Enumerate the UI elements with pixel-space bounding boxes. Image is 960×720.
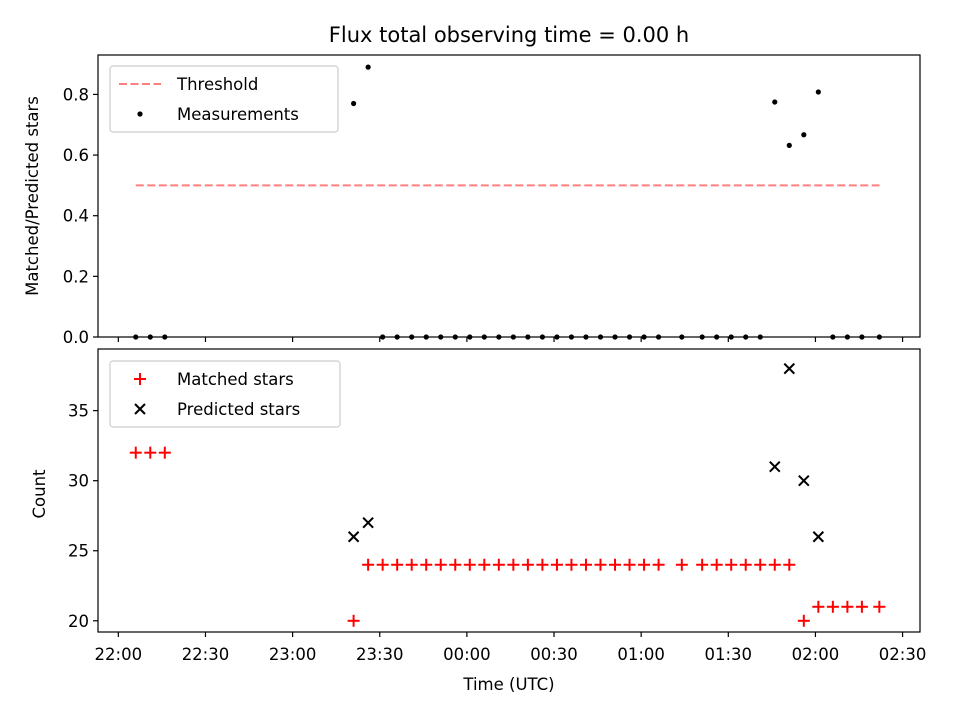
top-plot-frame	[97, 54, 921, 338]
measurements-legend-label: Measurements	[177, 105, 299, 124]
measurements-legend-icon	[137, 111, 143, 117]
matched-star-point	[725, 558, 738, 571]
matched-star-point	[873, 600, 886, 613]
matched-star-point	[362, 558, 375, 571]
matched-stars-legend-label: Matched stars	[177, 370, 294, 389]
bottom-x-tick-label: 00:00	[443, 645, 491, 664]
predicted-star-point	[347, 531, 360, 543]
matched-star-point	[710, 558, 723, 571]
predicted-stars-legend-label: Predicted stars	[177, 400, 300, 419]
matched-star-point	[579, 558, 592, 571]
matched-star-point	[783, 558, 796, 571]
matched-star-point	[638, 558, 651, 571]
matched-star-point	[391, 558, 404, 571]
matched-star-point	[144, 446, 157, 459]
matched-star-point	[521, 558, 534, 571]
top-legend-box	[109, 65, 339, 133]
predicted-star-point	[798, 474, 810, 487]
top-y-tick-label: 0.4	[63, 207, 89, 226]
top-plot-title: Flux total observing time = 0.00 h	[329, 23, 689, 47]
bottom-plot-y-axis-label: Count	[30, 469, 49, 519]
bottom-x-tick-label: 22:00	[95, 645, 143, 664]
matched-star-point	[434, 558, 447, 571]
matched-star-point	[797, 614, 810, 627]
bottom-x-tick-label: 22:30	[182, 645, 230, 664]
predicted-star-point	[362, 517, 374, 529]
bottom-x-tick-label: 02:00	[792, 645, 840, 664]
bottom-plot-frame	[97, 348, 921, 633]
top-plot-y-axis-label: Matched/Predicted stars	[23, 96, 42, 296]
matched-star-point	[739, 558, 752, 571]
bottom-plot-x-axis: 22:00 22:30 23:00 23:30 00:00 00:30 01:00 01:30…	[95, 632, 927, 664]
measurement-point	[786, 142, 792, 148]
matched-star-point	[855, 600, 868, 613]
matched-star-point	[347, 614, 360, 627]
top-plot-legend: Threshold Measurements	[109, 65, 339, 133]
bottom-x-tick-label: 23:30	[356, 645, 404, 664]
measurement-point	[365, 64, 371, 70]
matched-star-point	[376, 558, 389, 571]
predicted-star-point	[783, 362, 796, 375]
bottom-y-tick-label: 30	[68, 472, 89, 491]
predicted-star-point	[769, 460, 781, 473]
bottom-plot-marks	[129, 362, 886, 627]
matched-star-point	[565, 558, 578, 571]
matched-star-point	[768, 558, 781, 571]
matched-star-point	[826, 600, 839, 613]
matched-star-point	[492, 558, 505, 571]
predicted-stars-legend-icon	[134, 403, 146, 415]
bottom-x-tick-label: 01:00	[617, 645, 665, 664]
matched-star-point	[594, 558, 607, 571]
bottom-plot-x-axis-label: Time (UTC)	[462, 675, 554, 694]
top-plot-y-axis: 0.0 0.2 0.4 0.6 0.8	[63, 85, 98, 347]
matched-star-point	[623, 558, 636, 571]
matched-star-point	[609, 558, 622, 571]
bottom-plot: Count Time (UTC) 20 25 30 35 22:00 22:30 23:0…	[30, 348, 927, 694]
bottom-y-tick-label: 25	[68, 542, 89, 561]
top-plot-x-axis	[117, 337, 904, 342]
top-plot: Flux total observing time = 0.00 h Match…	[23, 23, 921, 347]
measurement-point	[772, 99, 778, 105]
matched-star-point	[754, 558, 767, 571]
bottom-y-tick-label: 35	[68, 402, 89, 421]
bottom-plot-y-axis: 20 25 30 35	[68, 402, 98, 631]
matched-star-point	[841, 600, 854, 613]
matched-star-point	[129, 446, 142, 459]
measurement-point	[351, 100, 357, 107]
matched-star-point	[158, 446, 171, 459]
matched-star-point	[550, 558, 563, 571]
bottom-x-tick-label: 23:00	[269, 645, 317, 664]
matched-star-point	[420, 558, 433, 571]
matched-star-point	[812, 600, 825, 613]
matched-star-point	[507, 558, 520, 571]
matched-stars-legend-icon	[134, 373, 146, 385]
predicted-star-point	[812, 531, 825, 543]
matched-star-point	[478, 558, 491, 571]
measurement-point	[801, 132, 807, 138]
measurement-point	[815, 89, 821, 95]
bottom-x-tick-label: 00:30	[530, 645, 578, 664]
top-y-tick-label: 0.0	[63, 328, 89, 347]
bottom-x-tick-label: 01:30	[705, 645, 753, 664]
top-y-tick-label: 0.6	[63, 146, 89, 165]
matched-star-point	[405, 558, 418, 571]
bottom-legend-box	[109, 360, 341, 428]
matched-star-point	[449, 558, 462, 571]
bottom-x-tick-label: 02:30	[879, 645, 927, 664]
top-y-tick-label: 0.8	[63, 85, 89, 104]
bottom-y-tick-label: 20	[68, 612, 89, 631]
threshold-legend-label: Threshold	[176, 75, 258, 94]
matched-star-point	[696, 558, 709, 571]
matched-star-point	[463, 558, 476, 571]
bottom-plot-legend: Matched stars Predicted stars	[109, 360, 341, 428]
matched-star-point	[675, 558, 688, 571]
matched-star-point	[536, 558, 549, 571]
top-y-tick-label: 0.2	[63, 267, 89, 286]
matched-star-point	[652, 558, 665, 571]
